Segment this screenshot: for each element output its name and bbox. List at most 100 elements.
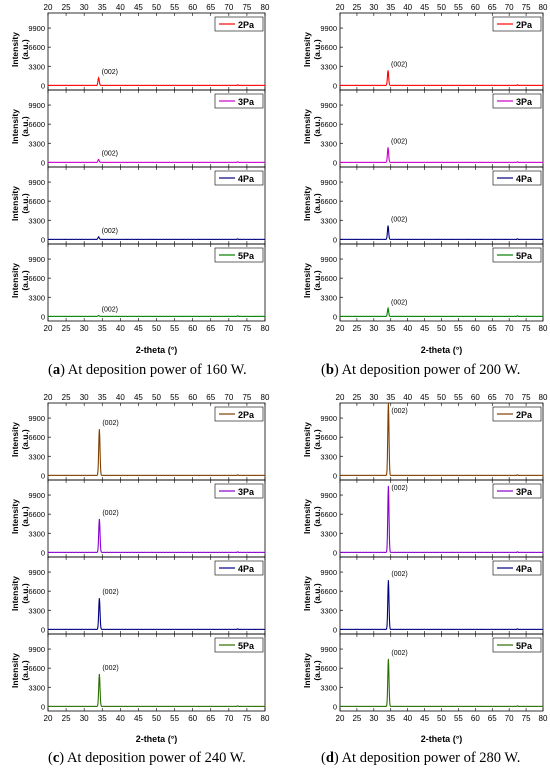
y-axis-label: Intensity bbox=[302, 576, 312, 611]
y-tick-label: 3300 bbox=[28, 62, 45, 71]
x-bottom-tick-label: 65 bbox=[206, 714, 215, 723]
y-tick-label: 3300 bbox=[320, 452, 337, 461]
x-bottom-tick-label: 45 bbox=[420, 714, 429, 723]
y-tick-label: 0 bbox=[41, 81, 45, 90]
legend-box bbox=[214, 483, 264, 499]
caption-b: (b) At deposition power of 200 W. bbox=[321, 362, 521, 378]
y-tick-label: 0 bbox=[333, 548, 337, 557]
peak-annotation: (002) bbox=[391, 138, 407, 145]
series-line-3Pa bbox=[47, 518, 266, 553]
panel-3Pa: 0 3300 6600 9900 Intensity(a.u.) (002) 3Pa bbox=[10, 89, 266, 168]
x-bottom-tick-label: 55 bbox=[454, 714, 463, 723]
caption-b-letter: b bbox=[325, 362, 334, 378]
series-line-5Pa bbox=[47, 673, 266, 707]
y-tick-label: 3300 bbox=[28, 452, 45, 461]
y-tick-label: 3300 bbox=[28, 683, 45, 692]
y-axis-label: Intensity bbox=[10, 263, 20, 298]
y-axis-label: Intensity bbox=[10, 422, 20, 457]
legend-box bbox=[214, 637, 264, 653]
legend-box bbox=[492, 247, 542, 263]
series-line-2Pa bbox=[47, 429, 266, 476]
legend-box bbox=[492, 406, 542, 422]
series-line-4Pa bbox=[47, 598, 266, 630]
y-tick-label: 6600 bbox=[28, 433, 45, 442]
y-tick-label: 0 bbox=[41, 471, 45, 480]
panel-4Pa: 0 3300 6600 9900 Intensity(a.u.) (002) 4Pa bbox=[302, 556, 544, 635]
x-top-tick-label: 35 bbox=[386, 3, 395, 12]
x-bottom-tick-label: 75 bbox=[522, 714, 531, 723]
caption-d-text: At deposition power of 280 W. bbox=[341, 750, 521, 766]
caption-c: (c) At deposition power of 240 W. bbox=[48, 750, 246, 766]
legend-box bbox=[214, 406, 264, 422]
y-tick-label: 6600 bbox=[28, 510, 45, 519]
legend-label-5Pa: 5Pa bbox=[238, 251, 255, 261]
x-top-tick-label: 75 bbox=[522, 393, 531, 402]
y-axis-label: Intensity bbox=[302, 186, 312, 221]
x-top-tick-label: 20 bbox=[44, 393, 53, 402]
y-tick-label: 0 bbox=[333, 158, 337, 167]
y-axis-label: Intensity bbox=[10, 499, 20, 534]
y-axis-label: Intensity bbox=[302, 422, 312, 457]
peak-annotation: (002) bbox=[391, 571, 407, 578]
x-top-tick-label: 80 bbox=[261, 393, 270, 402]
y-tick-label: 3300 bbox=[320, 293, 337, 302]
panel-2Pa: 0 3300 6600 9900 Intensity(a.u.) (002) 2Pa bbox=[10, 402, 266, 481]
y-axis-unit: (a.u.) bbox=[20, 39, 30, 59]
x-top-tick-label: 50 bbox=[437, 393, 446, 402]
y-tick-label: 9900 bbox=[28, 24, 45, 33]
y-tick-label: 0 bbox=[41, 625, 45, 634]
legend-label-3Pa: 3Pa bbox=[516, 97, 533, 107]
y-tick-label: 3300 bbox=[28, 529, 45, 538]
y-tick-label: 3300 bbox=[320, 529, 337, 538]
legend-label-2Pa: 2Pa bbox=[238, 20, 255, 30]
panel-4Pa: 0 3300 6600 9900 Intensity(a.u.) (002) 4Pa bbox=[10, 166, 266, 245]
legend-box bbox=[214, 170, 264, 186]
x-bottom-tick-label: 30 bbox=[80, 714, 89, 723]
x-axis-label: 2-theta (°) bbox=[421, 734, 463, 744]
chart-b: 20 25 30 35 40 45 50 55 60 65 70 75 80 0 3300 6600 9900 I… bbox=[302, 3, 548, 355]
x-bottom-tick-label: 40 bbox=[403, 324, 412, 333]
x-bottom-tick-label: 55 bbox=[454, 324, 463, 333]
y-tick-label: 6600 bbox=[28, 197, 45, 206]
y-tick-label: 9900 bbox=[320, 101, 337, 110]
series-line-3Pa bbox=[47, 158, 266, 163]
y-tick-label: 0 bbox=[333, 471, 337, 480]
series-line-4Pa bbox=[339, 580, 544, 630]
x-bottom-tick-label: 25 bbox=[352, 714, 361, 723]
x-bottom-tick-label: 20 bbox=[44, 324, 53, 333]
y-axis-unit: (a.u.) bbox=[20, 506, 30, 526]
y-tick-label: 6600 bbox=[320, 43, 337, 52]
series-line-5Pa bbox=[339, 658, 544, 707]
y-axis-label: Intensity bbox=[10, 32, 20, 67]
x-bottom-tick-label: 60 bbox=[188, 324, 197, 333]
caption-a-letter: a bbox=[52, 362, 61, 378]
chart-a: 20 25 30 35 40 45 50 55 60 65 70 75 80 0 3300 6600 9900 I… bbox=[10, 3, 270, 355]
peak-annotation: (002) bbox=[102, 510, 118, 517]
peak-annotation: (002) bbox=[391, 61, 407, 68]
caption-d: (d) At deposition power of 280 W. bbox=[321, 750, 521, 766]
x-bottom-tick-label: 80 bbox=[261, 714, 270, 723]
x-top-tick-label: 40 bbox=[403, 3, 412, 12]
x-top-tick-label: 60 bbox=[471, 3, 480, 12]
y-axis-unit: (a.u.) bbox=[312, 660, 322, 680]
x-bottom-tick-label: 35 bbox=[386, 324, 395, 333]
series-line-3Pa bbox=[339, 485, 544, 553]
y-tick-label: 6600 bbox=[320, 510, 337, 519]
y-axis-label: Intensity bbox=[302, 109, 312, 144]
legend-box bbox=[214, 560, 264, 576]
legend-label-4Pa: 4Pa bbox=[238, 174, 255, 184]
x-top-tick-label: 25 bbox=[352, 393, 361, 402]
y-tick-label: 6600 bbox=[28, 120, 45, 129]
legend-label-4Pa: 4Pa bbox=[516, 174, 533, 184]
y-tick-label: 9900 bbox=[28, 255, 45, 264]
legend-box bbox=[492, 560, 542, 576]
x-bottom-tick-label: 55 bbox=[170, 324, 179, 333]
peak-annotation: (002) bbox=[102, 150, 118, 157]
x-bottom-tick-label: 70 bbox=[505, 324, 514, 333]
y-axis-label: Intensity bbox=[10, 109, 20, 144]
x-top-tick-label: 20 bbox=[336, 3, 345, 12]
y-axis-unit: (a.u.) bbox=[312, 116, 322, 136]
legend-label-5Pa: 5Pa bbox=[238, 641, 255, 651]
x-bottom-tick-label: 75 bbox=[242, 714, 251, 723]
x-bottom-tick-label: 40 bbox=[116, 324, 125, 333]
